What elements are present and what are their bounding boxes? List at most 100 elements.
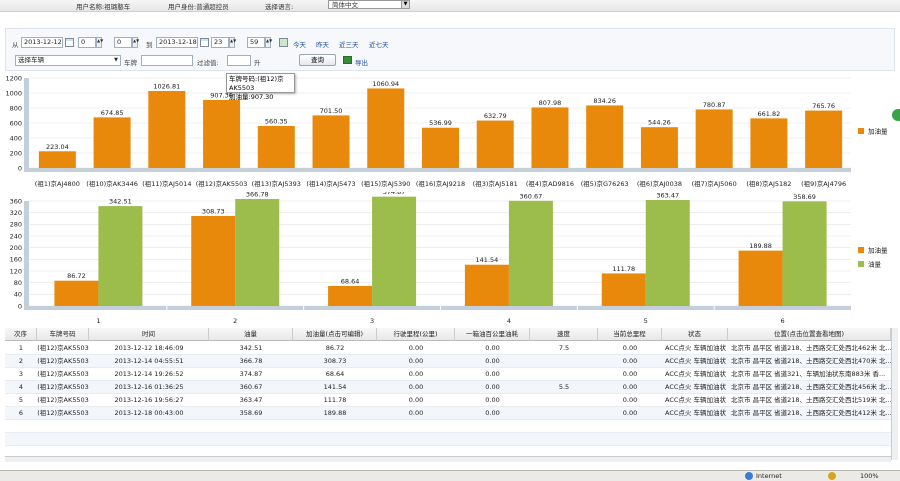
table-row[interactable]: 4 (祖12)京AK5503 2013-12-16 01:36:25 360.67 14… (5, 381, 891, 394)
bar (645, 199, 690, 306)
table-cell[interactable]: 北京市 昌平区 省道218、土西路交汇处西北462米 北... (731, 344, 891, 352)
table-cell[interactable]: 68.64 (325, 370, 345, 378)
calendar-icon[interactable] (200, 38, 209, 47)
x-tick-label: 2 (233, 317, 237, 325)
vehicle-select[interactable]: 选择车辆 ▼ (15, 55, 121, 66)
bar (372, 196, 417, 306)
table-cell (530, 407, 598, 419)
y-tick-label: 1000 (5, 89, 22, 97)
legend-swatch (858, 261, 864, 267)
column-header[interactable]: 一箱油百公里油耗 (455, 328, 530, 341)
column-header[interactable]: 加油量(点击可编辑) (293, 328, 377, 341)
data-label: 661.82 (758, 110, 781, 118)
status-bar: Internet 100% (0, 470, 900, 481)
export-link[interactable]: 导出 (355, 59, 368, 67)
table-cell: 342.51 (239, 344, 263, 352)
table-cell: 0.00 (408, 344, 424, 352)
data-label: 1060.94 (372, 80, 399, 88)
table-cell: (祖12)京AK5503 (37, 357, 89, 365)
to-minute-spinner[interactable]: ▲▼ (265, 37, 272, 48)
to-minute-input[interactable]: 59 (247, 37, 265, 48)
data-label: 308.73 (202, 207, 225, 215)
plot-area (30, 201, 851, 306)
table-cell[interactable]: 北京市 昌平区 省道218、土西路交汇处西北412米 北... (731, 409, 891, 417)
to-hour-spinner[interactable]: ▲▼ (229, 37, 236, 48)
table-cell[interactable]: 141.54 (323, 383, 347, 391)
table-cell[interactable]: 北京市 昌平区 省道218、土西路交汇处西北456米 北... (731, 383, 891, 391)
column-header[interactable]: 油量 (209, 328, 293, 341)
x-tick-label: 3 (370, 317, 374, 325)
column-header[interactable]: 行驶里程(公里) (377, 328, 455, 341)
vertical-scrollbar[interactable] (891, 328, 898, 460)
column-header[interactable]: 速度 (530, 328, 598, 341)
table-cell[interactable]: 北京市 昌平区 省道218、土西路交汇处西北519米 北... (731, 396, 891, 404)
table-cell[interactable]: 北京市 昌平区 省道321、车辆加油状东南883米 香... (731, 370, 886, 378)
column-header[interactable]: 时间 (89, 328, 209, 341)
today-link[interactable]: 今天 (293, 41, 306, 49)
table-cell[interactable]: 308.73 (323, 357, 347, 365)
column-header[interactable]: 车牌号码 (37, 328, 89, 341)
y-tick-label: 800 (10, 104, 22, 112)
y-tick-label: 1200 (5, 74, 22, 82)
from-minute-input[interactable]: 0 (114, 37, 132, 48)
yesterday-link[interactable]: 昨天 (316, 41, 329, 49)
table-cell: 366.78 (239, 357, 263, 365)
table-row[interactable] (5, 420, 891, 433)
table-row[interactable]: 6 (祖12)京AK5503 2013-12-18 00:43:00 358.69 18… (5, 407, 891, 420)
x-tick-label: (祖14)京AJ5473 (306, 179, 355, 188)
table-cell: 0.00 (485, 409, 500, 417)
table-cell: ACC点火 车辆加油状 (665, 370, 726, 378)
to-date-input[interactable]: 2013-12-18 (156, 37, 198, 48)
to-hour-input[interactable]: 23 (211, 37, 229, 48)
data-label: 68.64 (341, 277, 360, 285)
filter-value-input[interactable] (227, 55, 251, 66)
column-header[interactable]: 次序 (5, 328, 37, 341)
from-date-input[interactable]: 2013-12-12 (21, 37, 63, 48)
bar (191, 215, 236, 306)
table-cell: 1 (18, 344, 24, 352)
calendar-icon[interactable] (65, 38, 74, 47)
query-button[interactable]: 查询 (299, 54, 336, 66)
table-cell[interactable]: 111.78 (323, 396, 347, 404)
from-minute-spinner[interactable]: ▲▼ (132, 37, 139, 48)
legend-label: 加油量 (868, 246, 888, 255)
calendar-confirm-icon[interactable] (279, 38, 288, 47)
table-row[interactable]: 5 (祖12)京AK5503 2013-12-16 19:56:27 363.47 11… (5, 394, 891, 407)
column-header[interactable]: 位置(点击位置查看地图) (728, 328, 891, 341)
table-cell: 0.00 (485, 383, 500, 391)
bar (782, 201, 827, 306)
table-cell[interactable]: 北京市 昌平区 省道218、土西路交汇处西北470米 北... (731, 357, 891, 365)
language-select[interactable]: 简体中文 ▼ (328, 0, 410, 9)
horizontal-scrollbar[interactable] (5, 456, 891, 462)
column-header[interactable]: 当前总里程 (598, 328, 662, 341)
table-cell[interactable]: 189.88 (323, 409, 347, 417)
legend-swatch (858, 128, 864, 134)
bar (476, 120, 514, 168)
export-icon[interactable] (343, 56, 352, 64)
table-row[interactable] (5, 433, 891, 446)
table-row[interactable]: 2 (祖12)京AK5503 2013-12-14 04:55:51 366.78 30… (5, 355, 891, 368)
table-cell: ACC点火 车辆加油状 (665, 396, 726, 404)
from-hour-spinner[interactable]: ▲▼ (96, 37, 103, 48)
table-row[interactable]: 1 (祖12)京AK5503 2013-12-12 18:46:09 342.51 86… (5, 342, 891, 355)
last-seven-days-link[interactable]: 近七天 (369, 41, 389, 49)
x-tick-label: (祖5)京G76263 (581, 179, 629, 188)
filter-value-label: 过滤值: (197, 59, 219, 67)
globe-icon (745, 472, 753, 480)
last-three-days-link[interactable]: 近三天 (339, 41, 359, 49)
column-header[interactable]: 状态 (662, 328, 728, 341)
data-label: 189.88 (749, 242, 772, 250)
side-tab-handle[interactable] (892, 109, 900, 121)
x-tick-label: 1 (96, 317, 100, 325)
x-tick-label: (祖8)京AJ5182 (746, 179, 791, 188)
data-label: 907.30 (210, 91, 233, 99)
bar (805, 110, 843, 168)
data-label: 363.47 (656, 192, 679, 199)
plate-input[interactable] (141, 55, 193, 66)
table-row[interactable]: 3 (祖12)京AK5503 2013-12-14 19:26:52 374.87 68… (5, 368, 891, 381)
legend-label: 油量 (868, 260, 882, 269)
from-hour-input[interactable]: 0 (78, 37, 96, 48)
table-cell: 0.00 (485, 357, 500, 365)
table-cell[interactable]: 86.72 (325, 344, 345, 352)
zoom-level[interactable]: 100% (860, 472, 879, 480)
